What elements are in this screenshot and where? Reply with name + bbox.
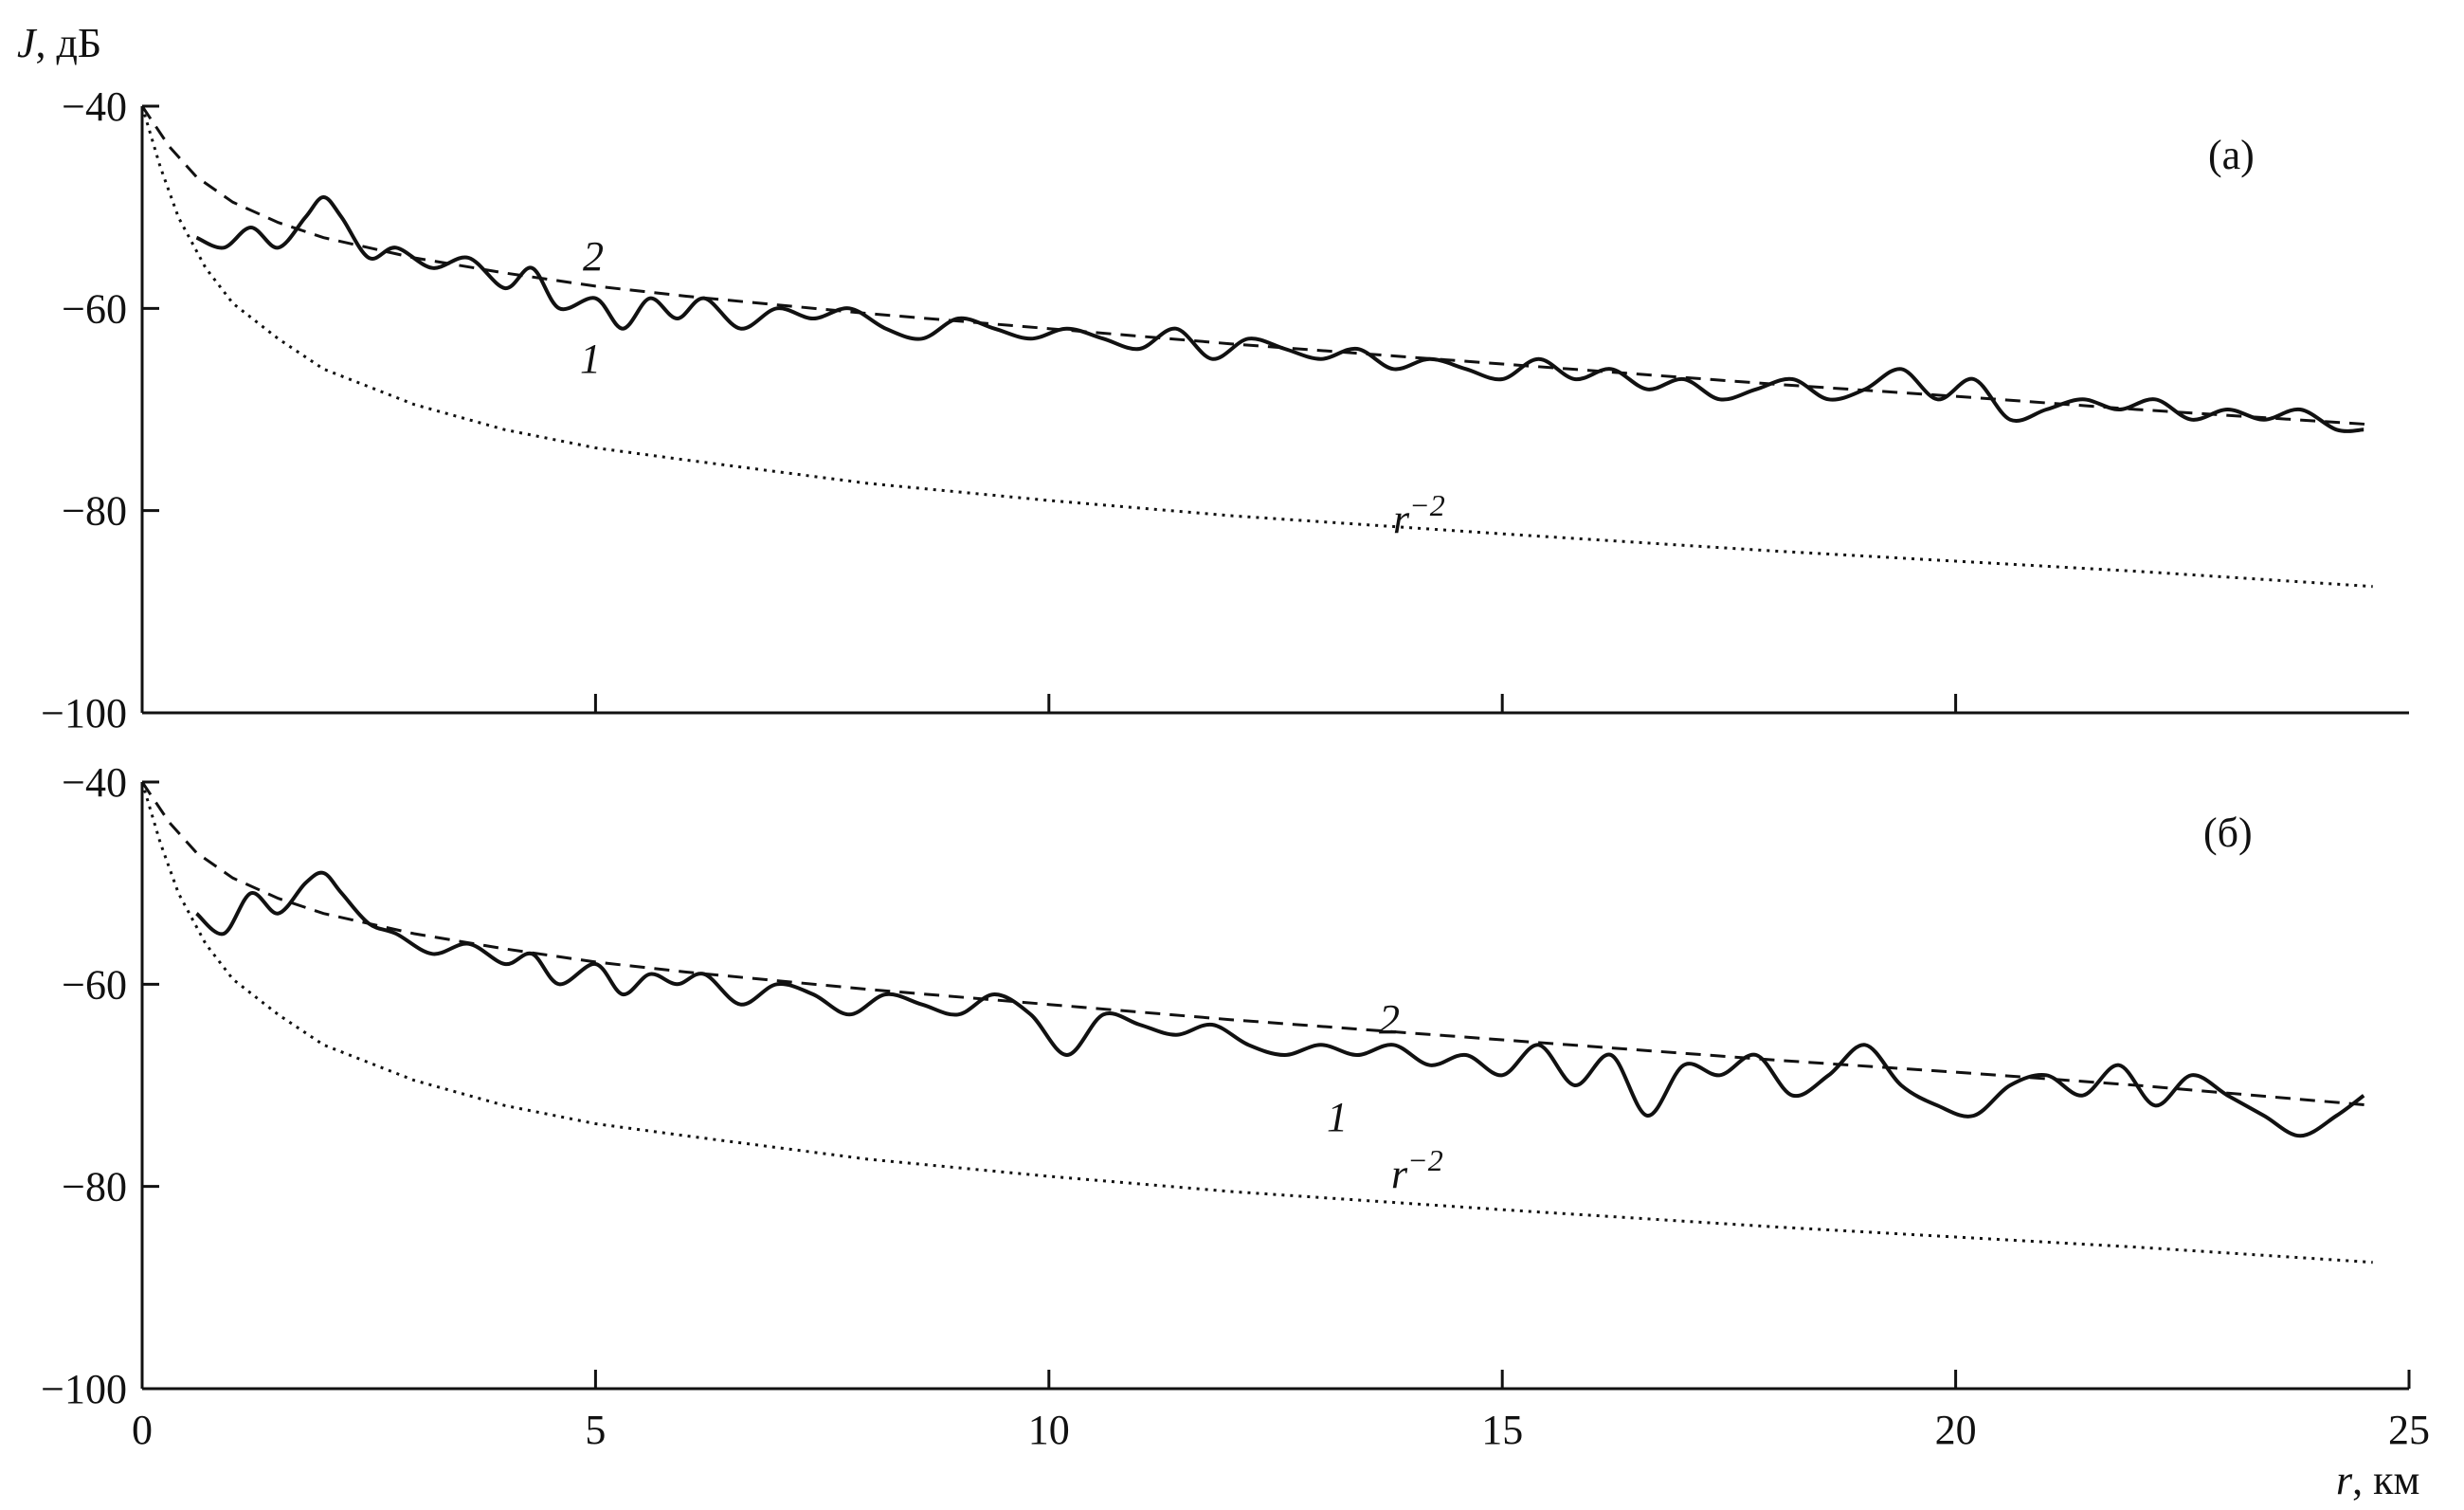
panel-b-annotation-r2: r−2	[1391, 1143, 1443, 1197]
y-axis-title: J, дБ	[17, 20, 101, 66]
panel-b-series-r-minus-2-line	[140, 781, 2373, 1264]
panel-b-y-tick-label: −80	[62, 1164, 127, 1210]
panel-b-series-2-line	[140, 781, 2373, 1107]
x-axis-symbol: r	[2336, 1457, 2353, 1503]
panel-a-y-tick-label: −60	[62, 285, 127, 332]
panel-a-y-tick-label: −40	[62, 83, 127, 130]
panel-b-x-tick-label: 10	[1028, 1407, 1070, 1453]
panel-a-series-2-line	[140, 105, 2373, 427]
panel-b-x-tick-label: 25	[2388, 1407, 2430, 1453]
panel-b-label: (б)	[2203, 810, 2253, 856]
panel-a-annotation-r2: r−2	[1393, 488, 1445, 542]
panel-a: −40 −60 −80 −100 (а) 2 1 r−2	[41, 83, 2409, 737]
panel-b-series-1-line	[195, 870, 2365, 1138]
panel-b-x-tick-label: 5	[585, 1407, 606, 1453]
panel-a-y-tick-label: −100	[41, 690, 127, 737]
panel-a-annotation-2: 2	[583, 233, 604, 280]
panel-a-y-tick-label: −80	[62, 488, 127, 535]
panel-b-annotation-1: 1	[1327, 1094, 1348, 1140]
panel-b-annotation-2: 2	[1379, 996, 1400, 1043]
panel-a-series	[140, 105, 2373, 589]
panel-b-x-tick-label: 15	[1481, 1407, 1523, 1453]
panel-a-ticks: −40 −60 −80 −100	[41, 83, 1958, 737]
panel-b-y-tick-label: −60	[62, 961, 127, 1008]
panel-b-series	[140, 781, 2373, 1264]
panel-b-x-tick-label: 0	[132, 1407, 153, 1453]
panel-a-axes	[140, 106, 2409, 715]
panel-b-y-tick-label: −100	[41, 1366, 127, 1412]
panel-b-x-tick-label: 20	[1935, 1407, 1977, 1453]
panel-a-annotation-1: 1	[580, 336, 601, 382]
x-axis-title: r, км	[2336, 1457, 2419, 1503]
panel-b-axes	[140, 782, 2409, 1391]
panel-a-series-1-line	[195, 195, 2364, 433]
y-axis-unit: , дБ	[36, 20, 102, 66]
x-axis-unit: , км	[2352, 1457, 2419, 1503]
panel-a-series-r-minus-2-line	[140, 105, 2373, 589]
panel-b-y-tick-label: −40	[62, 759, 127, 806]
panel-a-label: (а)	[2208, 132, 2255, 178]
y-axis-symbol: J	[17, 20, 38, 66]
